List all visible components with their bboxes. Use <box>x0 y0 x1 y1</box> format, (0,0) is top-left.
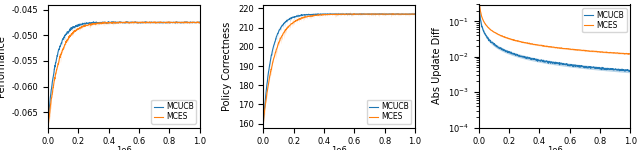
MCUCB <box>191 22 199 24</box>
Line: MCES: MCES <box>264 14 415 122</box>
Legend: MCUCB, MCES: MCUCB, MCES <box>367 100 412 124</box>
MCUCB <box>114 22 122 23</box>
MCUCB <box>411 13 419 15</box>
MCES <box>379 13 387 15</box>
Y-axis label: Policy Correctness: Policy Correctness <box>222 21 232 111</box>
MCUCB <box>52 62 60 64</box>
MCUCB <box>329 14 337 15</box>
MCUCB <box>260 120 268 122</box>
MCUCB <box>333 13 341 15</box>
MCES <box>260 121 268 123</box>
Line: MCUCB: MCUCB <box>48 22 200 122</box>
MCES <box>329 13 337 15</box>
MCES <box>407 13 415 15</box>
MCUCB <box>627 70 634 72</box>
MCES <box>52 72 60 74</box>
MCUCB <box>622 70 630 71</box>
MCES <box>545 46 552 48</box>
MCES <box>622 52 630 54</box>
Line: MCES: MCES <box>479 4 630 54</box>
MCES <box>191 22 199 24</box>
MCUCB <box>164 21 172 23</box>
MCES <box>407 13 415 15</box>
MCUCB <box>548 62 556 64</box>
X-axis label: 1e6: 1e6 <box>332 146 347 150</box>
MCES <box>268 69 275 70</box>
MCUCB <box>475 5 483 7</box>
MCUCB <box>476 3 483 5</box>
MCES <box>164 22 172 23</box>
MCUCB <box>379 13 387 15</box>
Y-axis label: Performance: Performance <box>0 35 6 97</box>
MCES <box>114 21 122 23</box>
MCES <box>627 53 634 55</box>
MCES <box>476 4 483 5</box>
Legend: MCUCB, MCES: MCUCB, MCES <box>582 8 627 32</box>
MCUCB <box>268 56 275 58</box>
MCUCB <box>595 67 602 69</box>
MCUCB <box>44 121 52 123</box>
MCUCB <box>142 21 150 23</box>
MCUCB <box>118 22 125 23</box>
MCES <box>196 22 204 24</box>
MCUCB <box>407 13 415 15</box>
MCES <box>622 53 630 54</box>
MCES <box>411 13 419 15</box>
MCUCB <box>407 13 415 15</box>
MCES <box>548 46 556 48</box>
MCUCB <box>621 70 628 72</box>
MCES <box>475 4 483 5</box>
Line: MCUCB: MCUCB <box>479 4 630 71</box>
MCUCB <box>483 36 490 38</box>
MCUCB <box>191 22 199 24</box>
MCES <box>194 21 202 23</box>
Y-axis label: Abs Update Diff: Abs Update Diff <box>433 28 442 104</box>
X-axis label: 1e6: 1e6 <box>116 146 132 150</box>
MCUCB <box>545 61 552 63</box>
Line: MCES: MCES <box>48 22 200 129</box>
MCES <box>333 14 341 15</box>
Legend: MCUCB, MCES: MCUCB, MCES <box>151 100 196 124</box>
MCES <box>369 13 377 15</box>
MCES <box>483 25 490 27</box>
MCES <box>118 22 125 23</box>
MCUCB <box>196 21 204 23</box>
MCES <box>44 128 52 130</box>
MCES <box>191 22 199 24</box>
MCES <box>624 53 632 55</box>
X-axis label: 1e6: 1e6 <box>547 146 563 150</box>
Line: MCUCB: MCUCB <box>264 14 415 121</box>
MCUCB <box>622 70 630 71</box>
MCES <box>595 51 602 52</box>
MCUCB <box>342 13 350 15</box>
